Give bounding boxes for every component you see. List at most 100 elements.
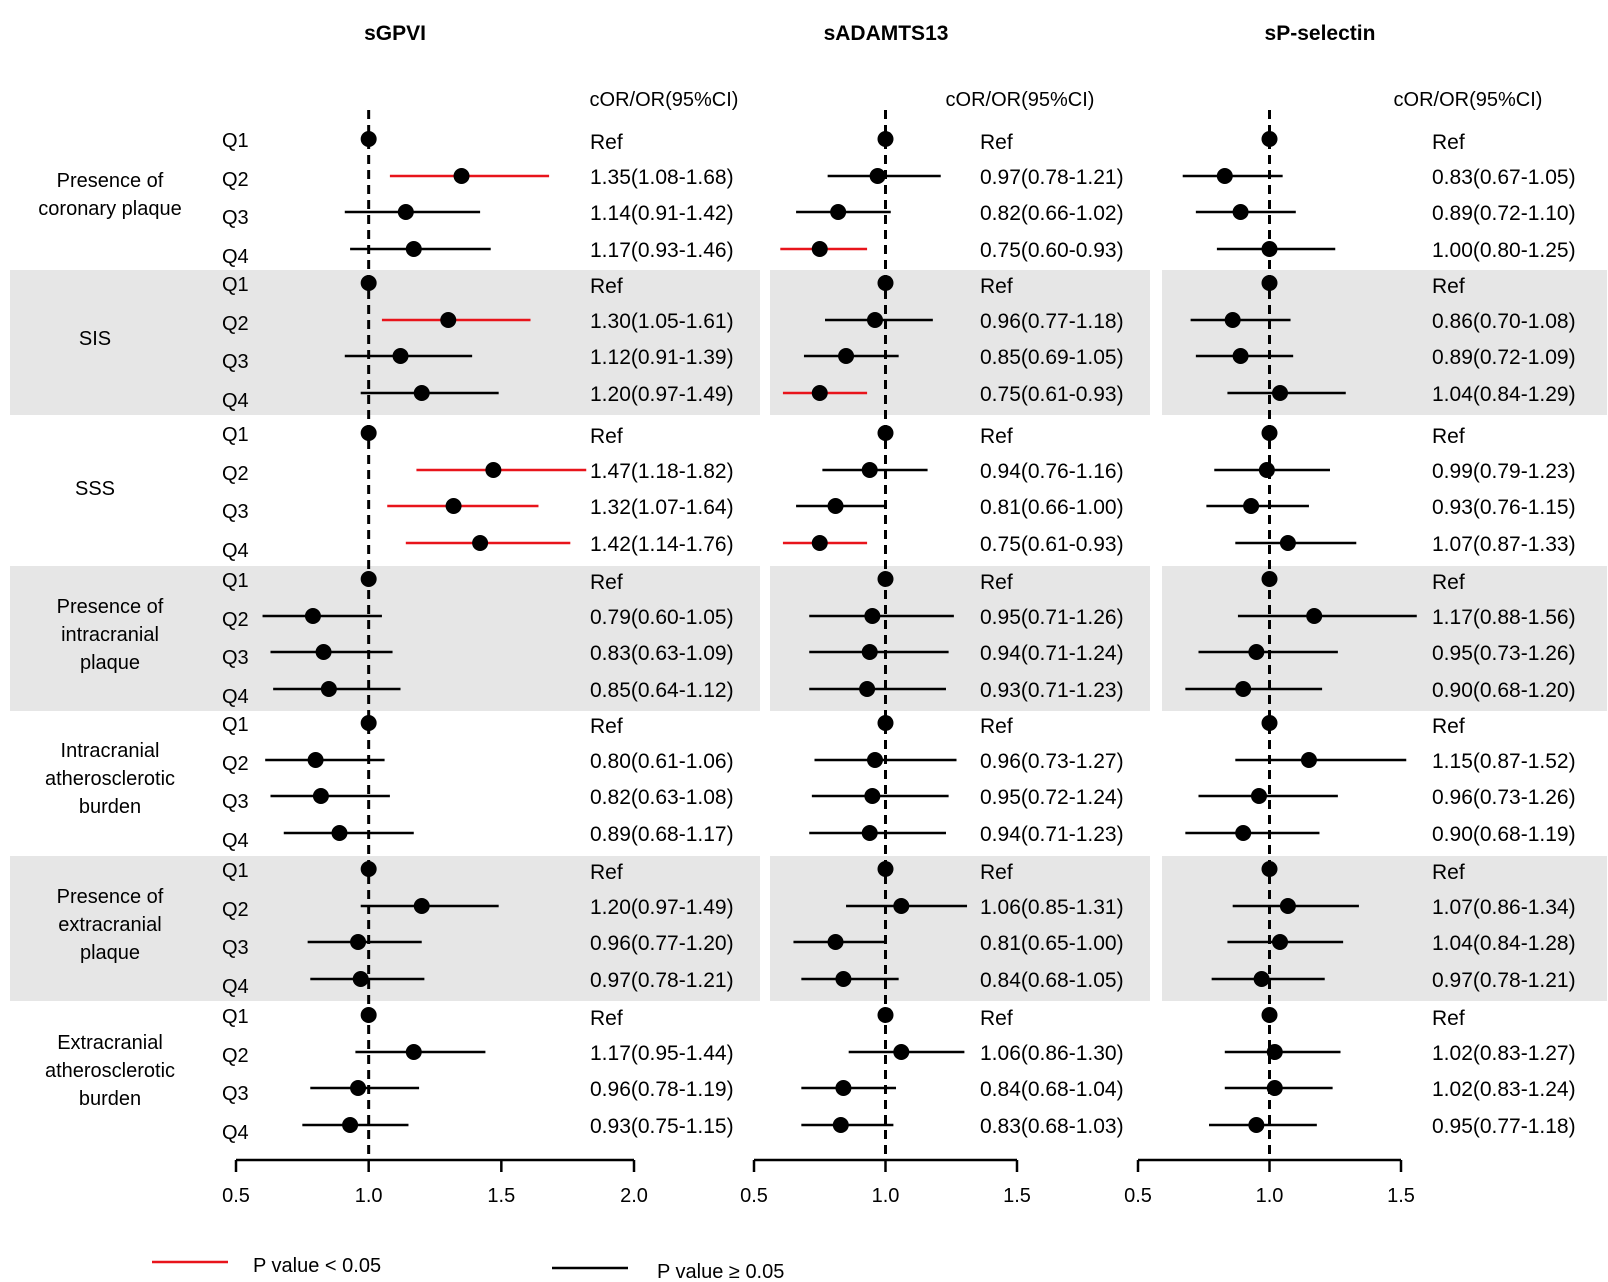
point-estimate <box>1261 861 1278 877</box>
point-estimate <box>811 535 828 551</box>
point-estimate <box>1261 275 1278 291</box>
point-estimate <box>1253 971 1270 987</box>
point-estimate <box>1266 1080 1283 1096</box>
shaded-band-3-1 <box>770 566 1150 711</box>
ci-value: 0.80(0.61-1.06) <box>590 750 734 773</box>
point-estimate <box>827 934 844 950</box>
row-label-q3: Q3 <box>222 791 249 813</box>
point-estimate <box>405 241 422 257</box>
point-estimate <box>893 898 910 914</box>
row-label-q2: Q2 <box>222 1045 249 1067</box>
outcome-label: SSS <box>75 478 115 500</box>
row-label-q4: Q4 <box>222 976 249 998</box>
ci-value: 1.06(0.85-1.31) <box>980 896 1124 919</box>
ci-value: 0.97(0.78-1.21) <box>590 969 734 992</box>
point-estimate <box>838 348 855 364</box>
row-label-q1: Q1 <box>222 1006 249 1028</box>
point-estimate <box>360 425 377 441</box>
point-estimate <box>360 1007 377 1023</box>
ref-label: Ref <box>590 275 623 298</box>
ci-value: 1.17(0.95-1.44) <box>590 1042 734 1065</box>
point-estimate <box>445 498 462 514</box>
ci-column-header: cOR/OR(95%CI) <box>590 89 739 111</box>
x-tick-label: 1.0 <box>1256 1185 1284 1207</box>
row-label-q3: Q3 <box>222 647 249 669</box>
quartile-labels: Q1 Q2 Q3 Q4 Q1 Q2 Q3 Q4 Q1 Q2 Q3 Q4 Q1 Q2 Q3 Q4 Q1 Q2 Q3 Q4… <box>222 130 249 1144</box>
point-estimate <box>1235 825 1252 841</box>
row-label-q4: Q4 <box>222 686 249 708</box>
panel-title: sGPVI <box>364 22 426 45</box>
point-estimate <box>392 348 409 364</box>
ci-value: 0.97(0.78-1.21) <box>980 166 1124 189</box>
ci-value: 0.95(0.71-1.26) <box>980 606 1124 629</box>
panels: sGPVI cOR/OR(95%CI) Ref 1.35(1.08-1.68) 1.14… <box>222 22 1576 1207</box>
point-estimate <box>440 312 457 328</box>
ci-value: 0.79(0.60-1.05) <box>590 606 734 629</box>
ci-column-header: cOR/OR(95%CI) <box>1394 89 1543 111</box>
ci-value: 0.85(0.64-1.12) <box>590 679 734 702</box>
outcome-label: coronary plaque <box>38 198 181 220</box>
point-estimate <box>1261 1007 1278 1023</box>
point-estimate <box>472 535 489 551</box>
ci-value: 0.84(0.68-1.04) <box>980 1078 1124 1101</box>
point-estimate <box>352 971 369 987</box>
ref-label: Ref <box>980 1007 1013 1030</box>
point-estimate <box>1235 681 1252 697</box>
ci-value: 0.94(0.76-1.16) <box>980 460 1124 483</box>
legend-label: P value ≥ 0.05 <box>657 1261 784 1282</box>
shaded-band-1-2 <box>1162 270 1607 415</box>
ci-value: 0.82(0.63-1.08) <box>590 786 734 809</box>
point-estimate <box>859 681 876 697</box>
ci-value: 0.83(0.67-1.05) <box>1432 166 1576 189</box>
panel-sgpvi: sGPVI cOR/OR(95%CI) Ref 1.35(1.08-1.68) 1.14… <box>222 22 738 1207</box>
ci-value: 0.75(0.61-0.93) <box>980 383 1124 406</box>
ci-value: 0.96(0.77-1.20) <box>590 932 734 955</box>
shaded-band-5-2 <box>1162 856 1607 1001</box>
row-label-q2: Q2 <box>222 899 249 921</box>
ci-value: 0.95(0.73-1.26) <box>1432 642 1576 665</box>
point-estimate <box>1248 644 1265 660</box>
point-estimate <box>877 571 894 587</box>
ci-value: 0.95(0.77-1.18) <box>1432 1115 1576 1138</box>
row-label-q4: Q4 <box>222 390 249 412</box>
point-estimate <box>1306 608 1323 624</box>
x-tick-label: 2.0 <box>620 1185 648 1207</box>
point-estimate <box>1216 168 1233 184</box>
row-label-q4: Q4 <box>222 830 249 852</box>
point-estimate <box>1261 715 1278 731</box>
shaded-band-5-1 <box>770 856 1150 1001</box>
x-tick-label: 0.5 <box>740 1185 768 1207</box>
panel-sadamts13: sADAMTS13 cOR/OR(95%CI) Ref 0.97(0.78-1.21)… <box>740 22 1124 1207</box>
row-label-q3: Q3 <box>222 207 249 229</box>
point-estimate <box>835 971 852 987</box>
shaded-band-1-0 <box>10 270 760 415</box>
point-estimate <box>1261 571 1278 587</box>
point-estimate <box>413 385 430 401</box>
point-estimate <box>1279 535 1296 551</box>
panel-sp-selectin: sP-selectin cOR/OR(95%CI) Ref 0.83(0.67-1.0… <box>1124 22 1576 1207</box>
row-label-q1: Q1 <box>222 714 249 736</box>
point-estimate <box>304 608 321 624</box>
row-label-q3: Q3 <box>222 937 249 959</box>
point-estimate <box>350 1080 367 1096</box>
point-estimate <box>360 715 377 731</box>
ref-label: Ref <box>980 861 1013 884</box>
legend-label: P value < 0.05 <box>253 1255 381 1277</box>
ci-value: 0.75(0.60-0.93) <box>980 239 1124 262</box>
ci-value: 1.32(1.07-1.64) <box>590 496 734 519</box>
point-estimate <box>360 861 377 877</box>
outcome-label: Extracranial <box>57 1032 163 1054</box>
outcome-label: plaque <box>80 942 140 964</box>
row-label-q1: Q1 <box>222 274 249 296</box>
point-estimate <box>835 1080 852 1096</box>
point-estimate <box>320 681 337 697</box>
row-label-q3: Q3 <box>222 501 249 523</box>
point-estimate <box>1279 898 1296 914</box>
ci-value: 1.20(0.97-1.49) <box>590 896 734 919</box>
point-estimate <box>315 644 332 660</box>
ci-value: 0.94(0.71-1.24) <box>980 642 1124 665</box>
ref-label: Ref <box>590 571 623 594</box>
row-label-q1: Q1 <box>222 860 249 882</box>
point-estimate <box>350 934 367 950</box>
